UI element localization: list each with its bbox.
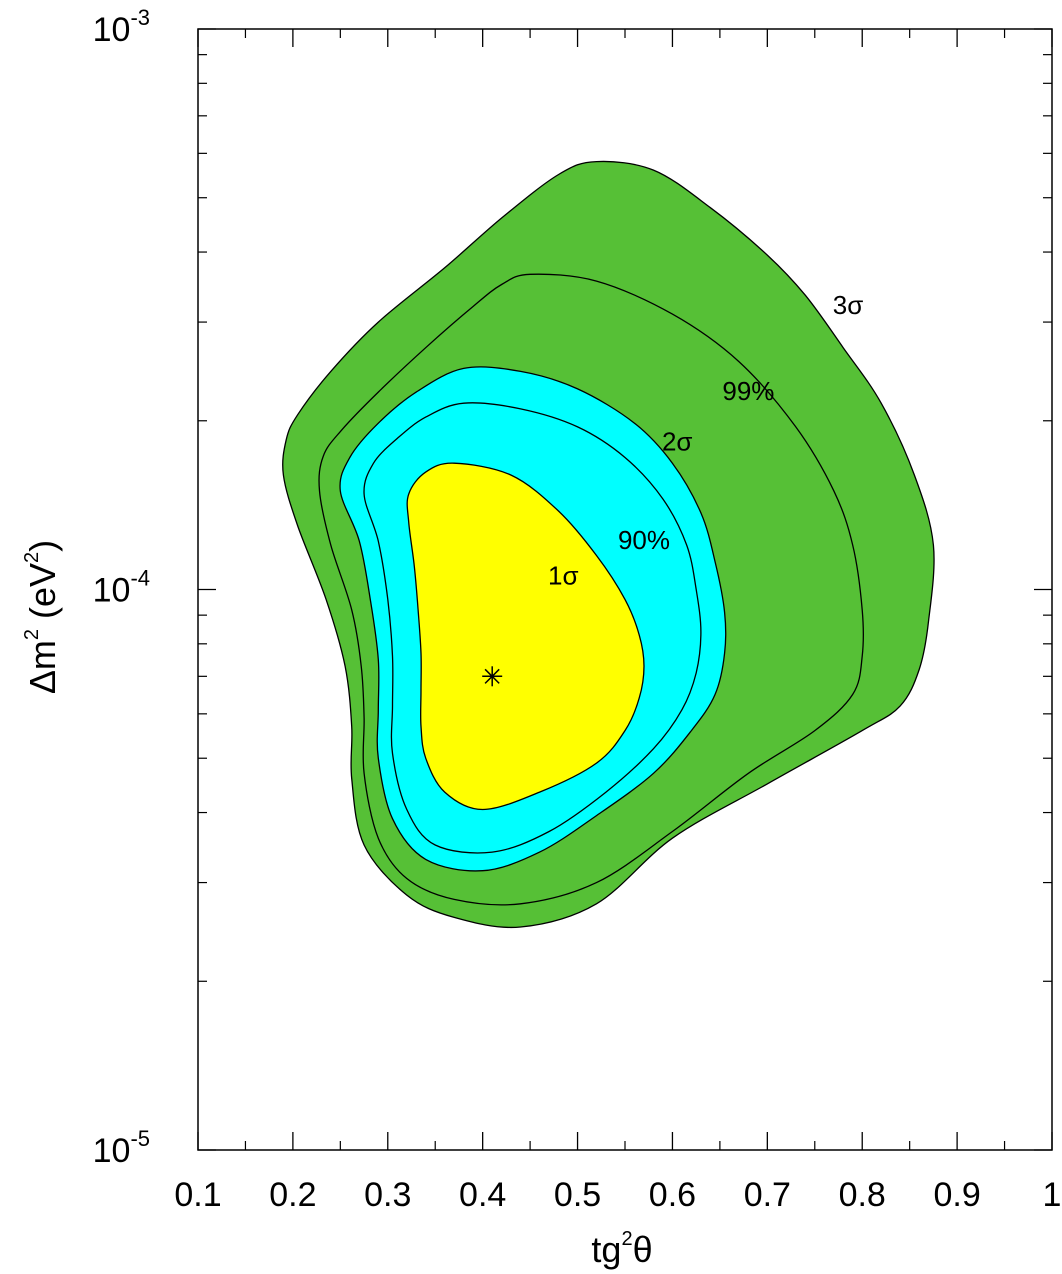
x-tick-label: 0.2: [269, 1176, 316, 1214]
x-tick-label: 0.3: [364, 1176, 411, 1214]
contour-99pct: [318, 273, 865, 906]
best-fit-asterisk-stroke: [484, 668, 500, 684]
contour-label-3sigma: 3σ: [833, 290, 864, 320]
x-tick-label: 0.1: [174, 1176, 221, 1214]
confidence-regions: [282, 160, 935, 929]
contour-labels: 3σ 99% 2σ 90% 1σ: [548, 290, 863, 591]
contour-label-1sigma: 1σ: [548, 561, 579, 591]
best-fit-marker: [482, 666, 503, 687]
y-tick-label: 10-5: [93, 1126, 150, 1170]
x-tick-label: 0.6: [649, 1176, 696, 1214]
contour-label-99pct: 99%: [722, 376, 774, 406]
x-tick-label: 0.7: [744, 1176, 791, 1214]
y-tick-label: 10-3: [93, 5, 150, 49]
x-tick-label: 0.8: [839, 1176, 886, 1214]
x-tick-label: 0.4: [459, 1176, 506, 1214]
y-tick-label: 10-4: [93, 566, 150, 610]
contour-90pct: [363, 402, 702, 854]
tick-labels: 0.1 0.2 0.3 0.4 0.5 0.6 0.7 0.8 0.9 1 10-5 10-4 10-3: [93, 5, 1062, 1214]
x-axis-title: tg2θ: [591, 1228, 652, 1270]
x-tick-label: 1: [1043, 1176, 1062, 1214]
contour-1sigma: [406, 462, 645, 811]
contour-label-2sigma: 2σ: [662, 427, 693, 457]
x-tick-label: 0.5: [554, 1176, 601, 1214]
x-tick-label: 0.9: [933, 1176, 980, 1214]
y-axis-title: Δm2 (eV2): [21, 540, 63, 694]
contour-label-90pct: 90%: [618, 525, 670, 555]
axis-ticks: [197, 28, 1053, 1151]
